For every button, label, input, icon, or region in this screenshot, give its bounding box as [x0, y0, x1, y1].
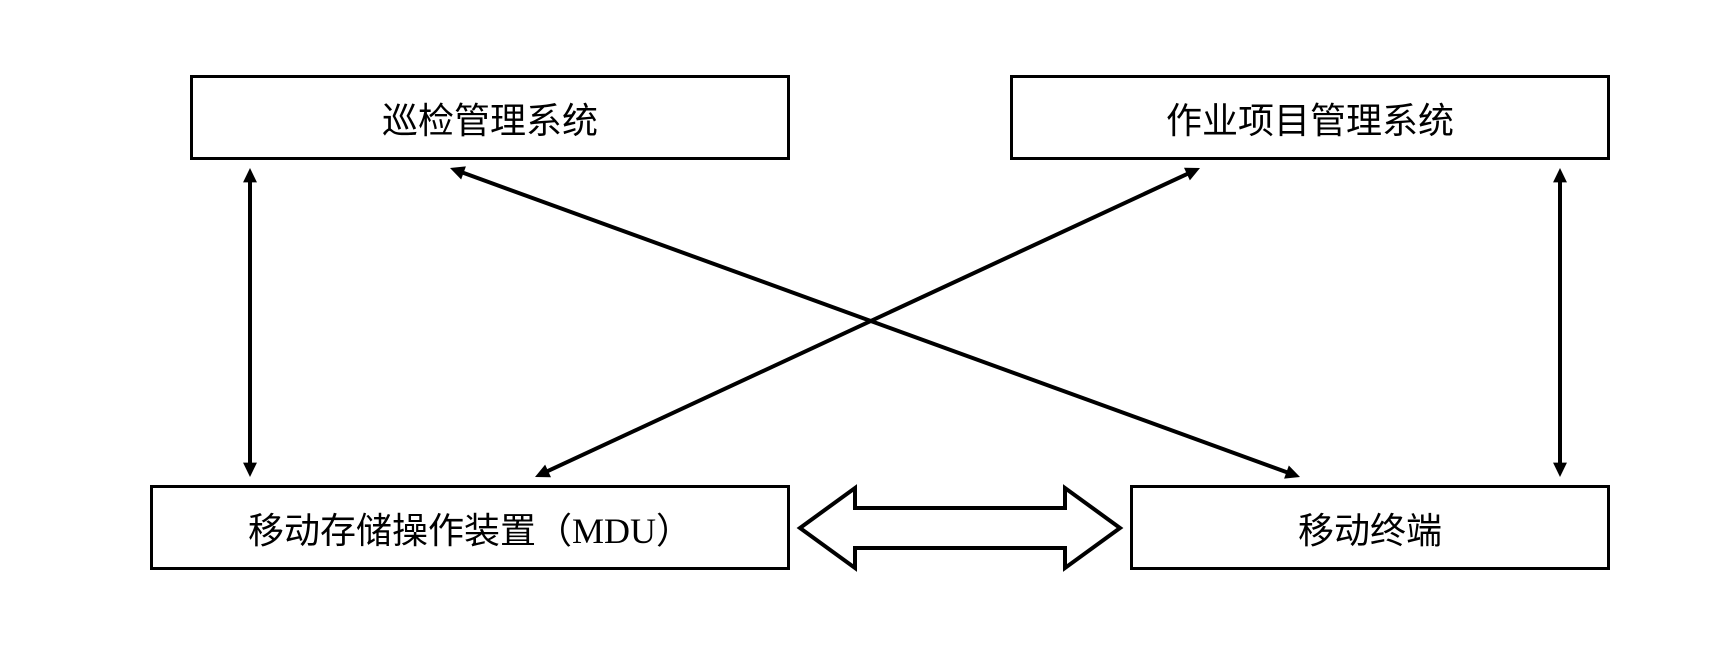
node-label: 作业项目管理系统 [1166, 92, 1454, 144]
node-inspection-mgmt: 巡检管理系统 [190, 75, 790, 160]
node-mdu: 移动存储操作装置（MDU） [150, 485, 790, 570]
node-job-mgmt: 作业项目管理系统 [1010, 75, 1610, 160]
node-label: 移动存储操作装置（MDU） [248, 502, 692, 554]
node-label: 移动终端 [1298, 502, 1442, 554]
node-label: 巡检管理系统 [382, 92, 598, 144]
node-mobile-terminal: 移动终端 [1130, 485, 1610, 570]
